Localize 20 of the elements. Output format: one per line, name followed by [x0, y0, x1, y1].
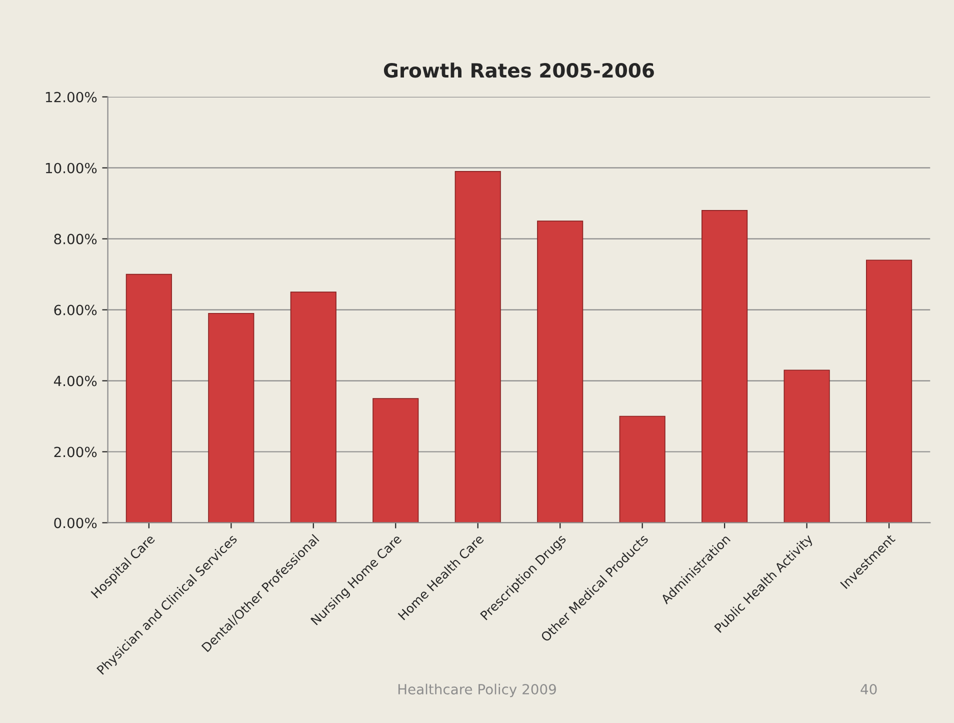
bar — [454, 170, 501, 523]
y-tick-label: 8.00% — [54, 234, 97, 244]
bar — [208, 312, 254, 523]
text: Healthcare Policy 2009 — [398, 684, 556, 698]
y-tick-label: 0.00% — [54, 518, 97, 528]
bar — [619, 416, 666, 523]
bar — [537, 220, 584, 523]
bar — [784, 370, 830, 523]
y-tick-label: 10.00% — [46, 162, 97, 174]
chart-title: Growth Rates 2005-2006 — [384, 62, 654, 78]
y-tick-label: 6.00% — [54, 304, 97, 316]
bar — [290, 292, 336, 523]
bar — [702, 210, 748, 523]
text: 40 — [860, 684, 877, 694]
y-tick-label: 2.00% — [54, 446, 97, 458]
y-tick-label: 12.00% — [46, 92, 97, 102]
bar — [372, 398, 419, 523]
bar — [866, 260, 912, 523]
bar — [126, 274, 172, 523]
y-tick-label: 4.00% — [54, 376, 97, 386]
